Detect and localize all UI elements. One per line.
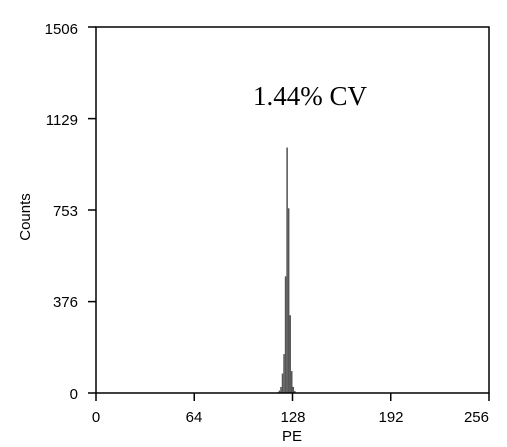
x-tick-label: 0 xyxy=(92,409,100,426)
y-tick-label: 376 xyxy=(53,294,78,311)
y-tick-label: 0 xyxy=(70,386,78,403)
cv-annotation: 1.44% CV xyxy=(253,81,368,111)
histogram-bar xyxy=(289,315,291,393)
histogram-bar xyxy=(290,371,293,393)
histogram-bar xyxy=(292,386,295,393)
x-tick-label: 192 xyxy=(378,409,403,426)
histogram-bar xyxy=(294,391,296,393)
x-tick-label: 64 xyxy=(186,409,203,426)
histogram-bar xyxy=(283,354,285,393)
histogram-bar xyxy=(286,147,288,393)
axis-ticks xyxy=(88,26,490,401)
y-tick-label: 1129 xyxy=(46,112,78,129)
histogram-bar xyxy=(284,276,287,393)
x-tick-label: 256 xyxy=(464,409,489,426)
histogram-bar xyxy=(280,386,282,393)
histogram-bar xyxy=(278,390,281,393)
x-axis-title: PE xyxy=(282,428,302,445)
histogram-bar xyxy=(281,373,284,393)
y-axis-title: Counts xyxy=(17,193,34,241)
plot-area xyxy=(96,27,489,393)
x-tick-label: 128 xyxy=(280,409,305,426)
y-tick-label: 753 xyxy=(53,203,78,220)
y-tick-label: 1506 xyxy=(45,21,78,38)
histogram-bars xyxy=(277,147,298,393)
histogram-bar xyxy=(287,208,290,393)
